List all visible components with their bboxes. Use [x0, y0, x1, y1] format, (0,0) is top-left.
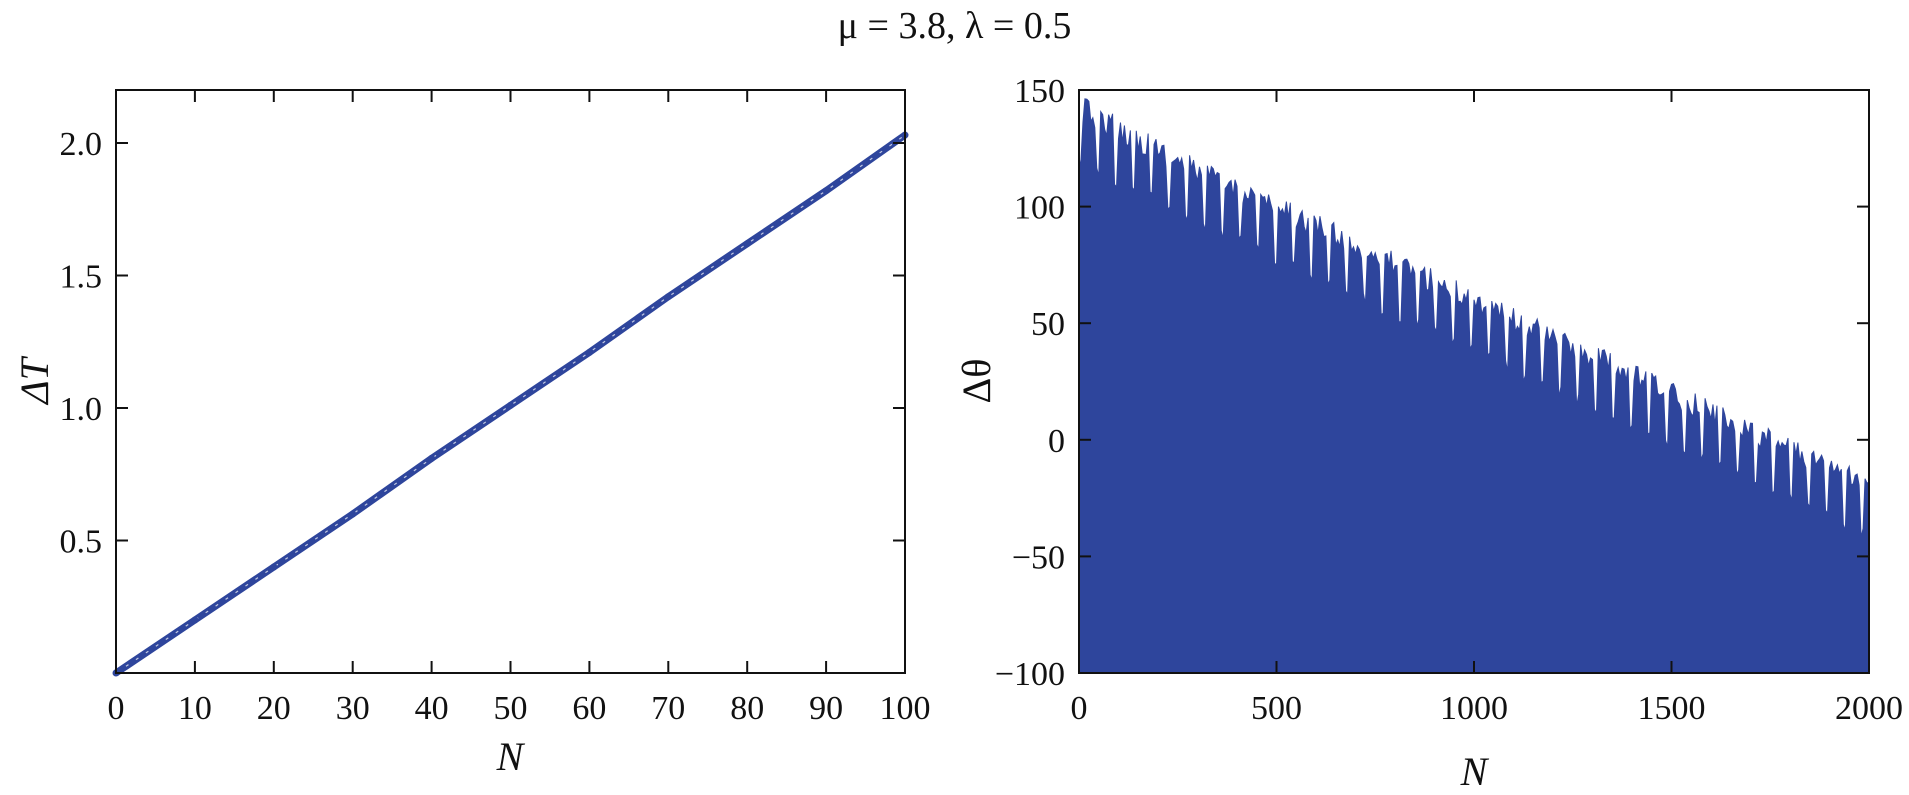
left-x-tick-label: 60 — [572, 690, 606, 727]
left-y-tick-label: 2.0 — [60, 126, 103, 163]
left-y-tick-label: 1.0 — [60, 391, 103, 428]
right-y-tick-label: −50 — [1012, 539, 1065, 576]
left-x-axis-label: N — [496, 734, 526, 779]
left-data-point — [507, 401, 514, 409]
left-x-tick-label: 100 — [880, 690, 931, 727]
left-chart-panel: 0 10 20 30 40 50 60 70 80 90 100 0.5 1.0 1.5 2.0 N ΔT — [12, 89, 931, 779]
left-x-tick-label: 40 — [415, 690, 449, 727]
left-x-tick-label: 0 — [108, 690, 125, 727]
right-x-tick-label: 1500 — [1638, 690, 1706, 727]
figure-title: μ = 3.8, λ = 0.5 — [837, 5, 1072, 47]
left-x-ticks: 0 10 20 30 40 50 60 70 80 90 100 — [108, 90, 931, 727]
right-y-tick-label: 0 — [1048, 423, 1065, 460]
left-x-tick-label: 50 — [494, 690, 528, 727]
left-x-tick-label: 20 — [257, 690, 291, 727]
right-y-axis-label: Δθ — [954, 359, 999, 404]
left-y-axis-label: ΔT — [12, 355, 57, 405]
left-data-point — [270, 563, 278, 571]
left-x-tick-label: 70 — [651, 690, 685, 727]
left-data-point — [664, 293, 672, 301]
left-x-tick-label: 10 — [178, 690, 212, 727]
left-x-tick-label: 30 — [336, 690, 370, 727]
left-data-point — [822, 187, 830, 195]
right-x-tick-label: 500 — [1251, 690, 1302, 727]
left-axes-frame — [115, 89, 906, 674]
left-data-point — [585, 348, 593, 356]
right-y-tick-label: 50 — [1031, 306, 1065, 343]
right-axes-frame — [1078, 89, 1870, 674]
left-data-point — [428, 454, 436, 462]
left-y-ticks: 0.5 1.0 1.5 2.0 — [60, 126, 905, 561]
left-y-tick-label: 1.5 — [60, 259, 103, 296]
right-x-tick-label: 2000 — [1835, 690, 1903, 727]
right-x-axis-label: N — [1460, 749, 1490, 794]
left-x-tick-label: 80 — [730, 690, 764, 727]
left-plot-area — [112, 131, 909, 677]
right-y-tick-label: 150 — [1014, 73, 1065, 110]
left-data-point — [349, 510, 357, 518]
right-y-ticks: −100 −50 0 50 100 150 — [995, 73, 1869, 693]
left-data-point — [743, 240, 751, 248]
left-data-point — [191, 616, 199, 624]
left-series-line-texture — [115, 134, 906, 674]
right-y-tick-label: −100 — [995, 656, 1065, 693]
right-x-ticks: 0 500 1000 1500 2000 — [1071, 90, 1903, 727]
left-x-tick-label: 90 — [809, 690, 843, 727]
left-y-tick-label: 0.5 — [60, 524, 103, 561]
right-x-tick-label: 0 — [1071, 690, 1088, 727]
right-x-tick-label: 1000 — [1440, 690, 1508, 727]
right-chart-panel: 0 500 1000 1500 2000 −100 −50 0 50 100 150 N Δθ — [954, 73, 1903, 794]
right-y-tick-label: 100 — [1014, 190, 1065, 227]
right-plot-area — [1078, 98, 1870, 674]
right-series-area — [1078, 98, 1870, 674]
